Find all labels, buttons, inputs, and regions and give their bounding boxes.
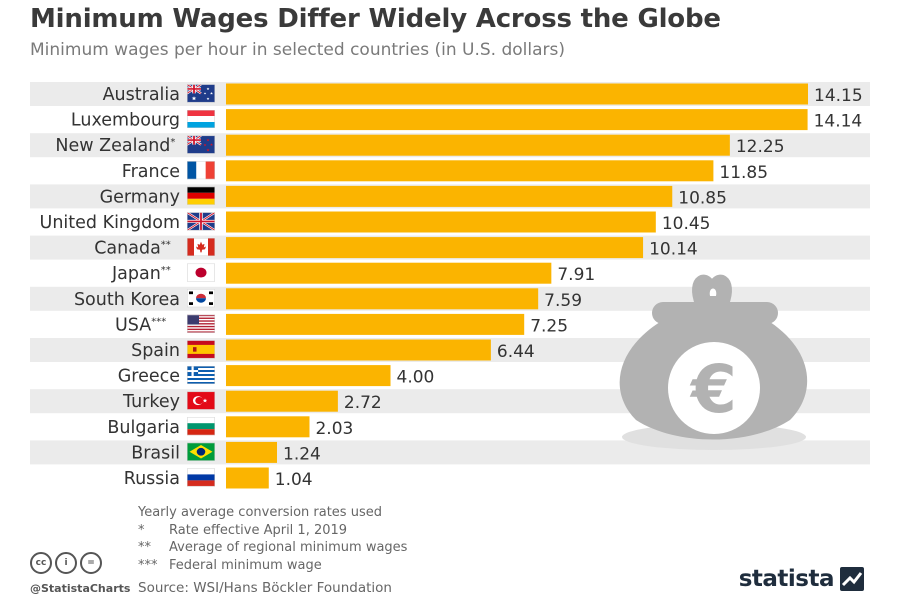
attribution-icon: i [55,552,77,574]
spain-flag [187,340,215,359]
twitter-credit[interactable]: @StatistaCharts [30,582,131,595]
bar [226,467,269,489]
bar [226,134,730,156]
luxembourg-flag [187,110,215,129]
source-note: Source: WSI/Hans Böckler Foundation [138,580,392,596]
bar [226,339,491,361]
south-korea-flag [187,289,215,308]
footnote-text: Rate effective April 1, 2019 [169,522,348,538]
value-label: 2.03 [315,419,353,439]
statista-logo[interactable]: statista [739,566,864,592]
bulgaria-flag [187,417,215,436]
category-label: Turkey [122,392,180,412]
category-labels: Australia Luxembourg New Zealand* France Ger… [40,85,180,489]
value-label: 1.24 [283,444,321,464]
value-labels: 14.15 14.14 12.25 11.85 10.85 10.45 10.14 7.91 7… [275,86,863,490]
value-label: 12.25 [736,137,785,157]
footnote-mark: * [138,522,145,538]
category-label: Brasil [131,443,180,463]
japan-flag [187,263,215,282]
bars [226,83,808,489]
footnote-mark: *** [138,557,158,573]
flags [187,84,215,487]
euro-purse-icon: € [619,274,808,450]
category-label: Japan** [111,264,171,284]
bar [226,313,525,335]
new-zealand-flag [187,135,215,154]
category-label: South Korea [74,290,180,310]
bar [226,441,278,463]
bar [226,262,552,284]
footnote-1: * Rate effective April 1, 2019 [138,522,407,540]
value-label: 2.72 [344,393,382,413]
bar [226,160,714,182]
statista-mark-icon [840,567,864,591]
bar [226,211,656,233]
greece-flag [187,366,215,385]
category-label: Russia [124,469,180,489]
category-label: Bulgaria [107,418,180,438]
creative-commons-icon: cc [30,552,52,574]
category-label: Luxembourg [71,111,180,131]
category-label: Australia [103,85,180,105]
value-label: 11.85 [719,163,768,183]
value-label: 4.00 [397,368,435,388]
category-label: United Kingdom [40,213,180,233]
chart-subtitle: Minimum wages per hour in selected count… [30,40,565,60]
footnote-3: *** Federal minimum wage [138,557,407,575]
bar [226,237,644,259]
brazil-flag [187,442,215,461]
footnote-mark: ** [138,540,151,555]
category-label: Greece [118,367,180,387]
value-label: 7.25 [530,316,568,336]
france-flag [187,161,215,180]
value-label: 14.15 [814,86,863,106]
value-label: 10.85 [678,188,727,208]
category-label: USA*** [115,315,166,335]
bar [226,109,808,131]
value-label: 7.91 [557,265,595,285]
germany-flag [187,186,215,205]
australia-flag [187,84,215,103]
category-label: France [122,162,180,182]
category-label: New Zealand* [55,136,175,156]
svg-text:€: € [689,351,737,428]
turkey-flag [187,391,215,410]
russia-flag [187,468,215,487]
canada-flag [187,238,215,257]
value-label: 7.59 [544,291,582,311]
bar [226,365,391,387]
value-label: 10.14 [649,240,698,260]
footnote-2: ** Average of regional minimum wages [138,539,407,557]
category-label: Spain [131,341,180,361]
bar [226,390,338,412]
value-label: 10.45 [662,214,711,234]
united-kingdom-flag [187,212,215,231]
bar [226,416,310,438]
footnote-intro: Yearly average conversion rates used [138,505,382,520]
value-label: 14.14 [814,112,863,132]
chart-title: Minimum Wages Differ Widely Across the G… [30,4,721,34]
footnote-text: Average of regional minimum wages [169,540,408,555]
bar-chart: € Australia Luxembourg New Zealand* France G… [30,82,870,490]
category-label: Canada** [94,239,171,259]
footnotes: Yearly average conversion rates used * R… [138,504,407,574]
value-label: 6.44 [497,342,535,362]
bar [226,185,673,207]
brand-name: statista [738,566,835,592]
category-label: Germany [100,187,180,207]
no-derivatives-icon: = [80,552,102,574]
value-label: 1.04 [275,470,313,490]
footnote-text: Federal minimum wage [169,557,322,573]
license-icons[interactable]: cc i = [30,552,102,574]
bar [226,83,808,105]
usa-flag [187,314,215,333]
bar [226,288,539,310]
